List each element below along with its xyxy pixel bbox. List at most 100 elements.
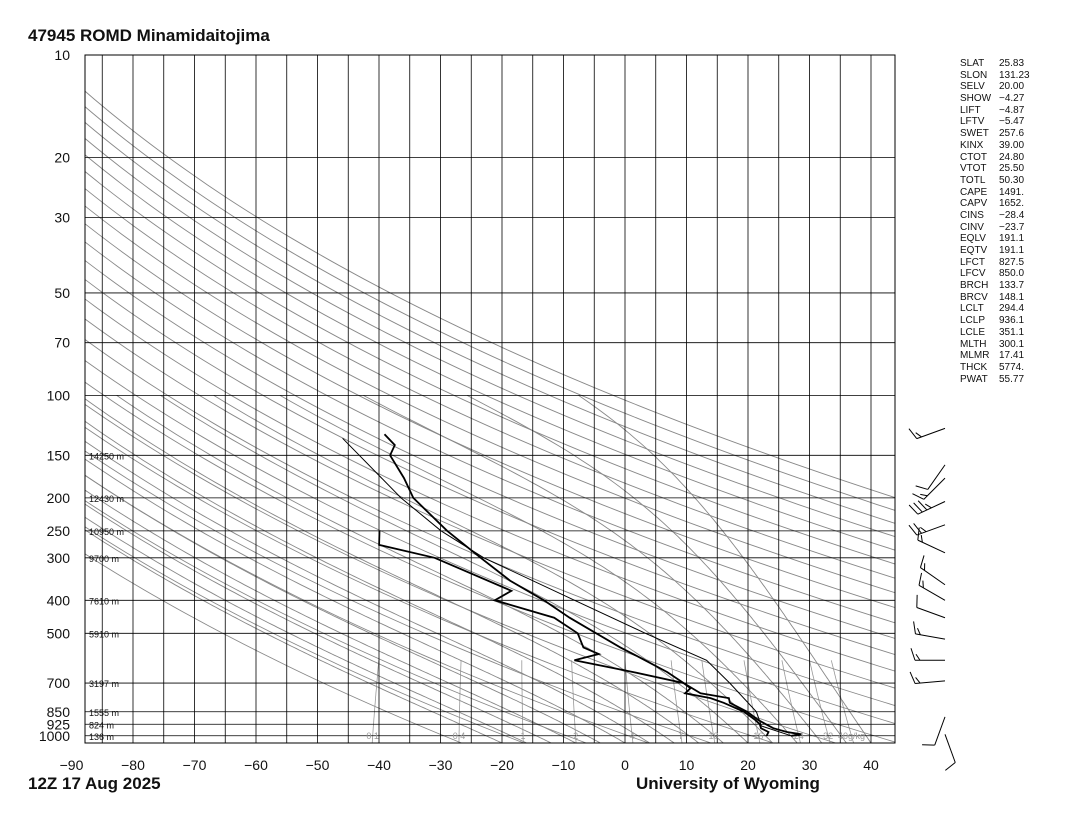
index-row: THCK 5774. (960, 362, 1030, 374)
moist-adiabat (85, 516, 527, 743)
pressure-tick-label: 250 (47, 523, 71, 539)
index-value: 351.1 (999, 326, 1025, 338)
dry-adiabat (85, 223, 895, 609)
dry-adiabat (85, 188, 895, 579)
index-name: LFTV (960, 116, 985, 128)
mixing-ratio-label: 24 (794, 731, 804, 741)
index-row: TOTL 50.30 (960, 175, 1030, 187)
pressure-tick-label: 700 (47, 675, 71, 691)
moist-adiabat (85, 474, 601, 743)
index-name: CINV (960, 221, 984, 233)
temperature-tick-label: −70 (183, 757, 207, 773)
wind-barb (908, 500, 946, 515)
index-value: 25.50 (999, 163, 1025, 175)
height-label: 3197 m (89, 679, 119, 689)
index-row: MLMR 17.41 (960, 350, 1030, 362)
index-name: LCLE (960, 326, 986, 338)
index-row: MLTH 300.1 (960, 339, 1030, 351)
pressure-tick-label: 100 (47, 387, 71, 403)
mixing-ratio-labels: 0.1 0.4 1 2 4 7 10 16 24 32 40g/kg (366, 731, 865, 741)
index-value: 5774. (999, 361, 1025, 373)
mixing-ratio-label: 1 (521, 731, 526, 741)
moist-adiabat (279, 395, 798, 743)
moist-adiabat (85, 420, 675, 743)
index-name: THCK (960, 361, 988, 373)
index-row: KINX 39.00 (960, 140, 1030, 152)
temperature-tick-label: −50 (306, 757, 330, 773)
temperature-tick-label: −40 (367, 757, 391, 773)
index-name: LFCT (960, 256, 985, 268)
index-name: CTOT (960, 151, 988, 163)
wind-barb (919, 555, 946, 586)
index-value: −5.47 (999, 116, 1025, 128)
wind-barb (917, 527, 946, 554)
pressure-tick-label: 300 (47, 550, 71, 566)
index-value: 1652. (999, 198, 1025, 210)
wind-barb (915, 464, 946, 490)
height-label: 1555 m (89, 708, 119, 718)
data-credit: University of Wyoming (636, 774, 820, 793)
index-row: LCLP 936.1 (960, 315, 1030, 327)
pressure-tick-label: 200 (47, 490, 71, 506)
height-label: 9700 m (89, 554, 119, 564)
pressure-tick-label: 850 (47, 704, 71, 720)
index-name: SWET (960, 128, 989, 140)
dry-adiabat (85, 106, 895, 511)
temperature-tick-label: −30 (429, 757, 453, 773)
moist-adiabat (85, 398, 700, 743)
mixing-ratio-line (521, 660, 524, 743)
dry-adiabat (85, 553, 462, 743)
index-name: EQTV (960, 245, 988, 256)
parcel-path-line (342, 437, 792, 737)
wind-barb (912, 477, 946, 500)
index-name: BRCV (960, 291, 988, 303)
dewpoint-line (378, 530, 770, 737)
pressure-axis-labels: 10 20 30 50 70 100 150 200 250 300 400 500 700 850925… (39, 47, 70, 744)
temperature-tick-label: 0 (621, 757, 629, 773)
pressure-tick-label: 20 (54, 149, 70, 165)
dry-adiabat (85, 259, 895, 639)
dry-adiabat (85, 170, 895, 565)
dry-adiabat (85, 318, 895, 689)
index-value: 148.1 (999, 291, 1025, 303)
index-value: 131.23 (999, 69, 1030, 81)
moist-adiabat (363, 395, 823, 743)
index-row: LFCV 850.0 (960, 268, 1030, 280)
index-row: CAPE 1491. (960, 187, 1030, 199)
index-value: 55.77 (999, 373, 1025, 385)
index-value: 1491. (999, 186, 1025, 198)
dry-adiabat (85, 278, 895, 656)
profile-lines (342, 433, 802, 737)
index-name: PWAT (960, 373, 988, 385)
index-value: 191.1 (999, 245, 1025, 256)
index-row: SWET 257.6 (960, 128, 1030, 140)
mixing-ratio-line (781, 660, 801, 743)
dry-adiabat (85, 381, 895, 743)
temperature-tick-label: −60 (244, 757, 268, 773)
dry-adiabat (85, 450, 712, 743)
index-row: LCLT 294.4 (960, 303, 1030, 315)
index-row: LCLE 351.1 (960, 327, 1030, 339)
height-label: 12430 m (89, 494, 124, 504)
index-row: LIFT −4.87 (960, 105, 1030, 117)
index-row: SLAT 25.83 (960, 58, 1030, 70)
index-name: SHOW (960, 93, 992, 105)
temperature-axis-labels: −90 −80 −70 −60 −50 −40 −30 −20 −10 0 10 20 30 40 (60, 757, 879, 773)
wind-barb (913, 621, 946, 640)
temperature-tick-label: −90 (60, 757, 84, 773)
index-name: KINX (960, 139, 984, 151)
index-row: EQLV 191.1 (960, 233, 1030, 245)
dry-adiabat (85, 426, 774, 743)
index-row: VTOT 25.50 (960, 163, 1030, 175)
index-value: 20.00 (999, 81, 1025, 93)
mixing-ratio-label: 0.4 (453, 731, 466, 741)
index-value: 936.1 (999, 315, 1025, 327)
index-name: CINS (960, 209, 984, 221)
mixing-ratio-label: 4 (630, 731, 635, 741)
index-row: SLON 131.23 (960, 70, 1030, 82)
mixing-ratio-line (571, 660, 577, 743)
mixing-ratio-label: 2 (573, 731, 578, 741)
dry-adiabat (85, 154, 895, 551)
pressure-tick-label: 10 (54, 47, 70, 63)
moist-adiabat (466, 395, 847, 743)
